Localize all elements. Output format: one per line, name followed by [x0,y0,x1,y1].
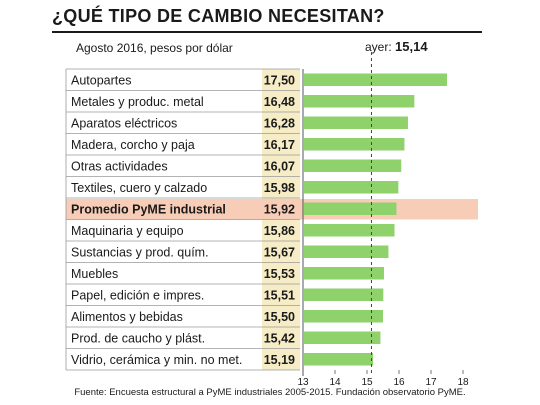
value-label: 15,67 [264,245,295,259]
bar [304,267,384,280]
value-label: 15,53 [264,267,295,281]
category-label: Otras actividades [71,159,168,173]
bar [304,353,374,366]
bar [304,116,408,129]
chart-title: ¿QUÉ TIPO DE CAMBIO NECESITAN? [52,6,385,26]
category-label: Muebles [71,267,118,281]
bar [304,95,415,108]
reference-label-text: ayer: [365,40,392,54]
bar [304,181,399,194]
category-label: Autopartes [71,73,131,87]
value-label: 15,92 [264,202,295,216]
bar [304,245,389,258]
category-label: Maquinaria y equipo [71,224,184,238]
x-tick-label: 17 [425,377,437,388]
value-label: 15,42 [264,331,295,345]
reference-value: 15,14 [395,39,428,54]
value-label: 16,17 [264,138,295,152]
value-label: 15,19 [264,353,295,367]
bar [304,288,384,301]
bar [304,159,402,172]
category-label: Alimentos y bebidas [71,310,183,324]
bar [304,202,397,215]
category-label: Aparatos eléctricos [71,116,177,130]
value-label: 15,51 [264,288,295,302]
bar [304,138,405,151]
x-tick-label: 15 [361,377,373,388]
x-tick-label: 13 [297,377,309,388]
x-tick-label: 14 [329,377,341,388]
value-label: 16,48 [264,95,295,109]
value-label: 17,50 [264,73,295,87]
category-label: Textiles, cuero y calzado [71,181,207,195]
bar [304,310,383,323]
bar [304,224,395,237]
value-label: 15,86 [264,224,295,238]
category-label: Sustancias y prod. quím. [71,245,209,259]
category-label: Promedio PyME industrial [71,202,226,216]
category-label: Madera, corcho y paja [71,138,195,152]
category-label: Papel, edición e impres. [71,288,204,302]
x-tick-label: 16 [393,377,405,388]
chart-subtitle: Agosto 2016, pesos por dólar [76,41,233,55]
category-label: Vidrio, cerámica y min. no met. [71,353,242,367]
value-label: 15,98 [264,181,295,195]
reference-label: ayer: 15,14 [365,39,428,54]
value-label: 16,28 [264,116,295,130]
bar [304,73,447,86]
value-label: 16,07 [264,159,295,173]
bar [304,331,381,344]
value-label: 15,50 [264,310,295,324]
category-label: Metales y produc. metal [71,95,204,109]
source-footer: Fuente: Encuesta estructural a PyME indu… [74,387,466,398]
x-tick-label: 18 [457,377,469,388]
title-rule [52,31,482,33]
category-label: Prod. de caucho y plást. [71,331,205,345]
